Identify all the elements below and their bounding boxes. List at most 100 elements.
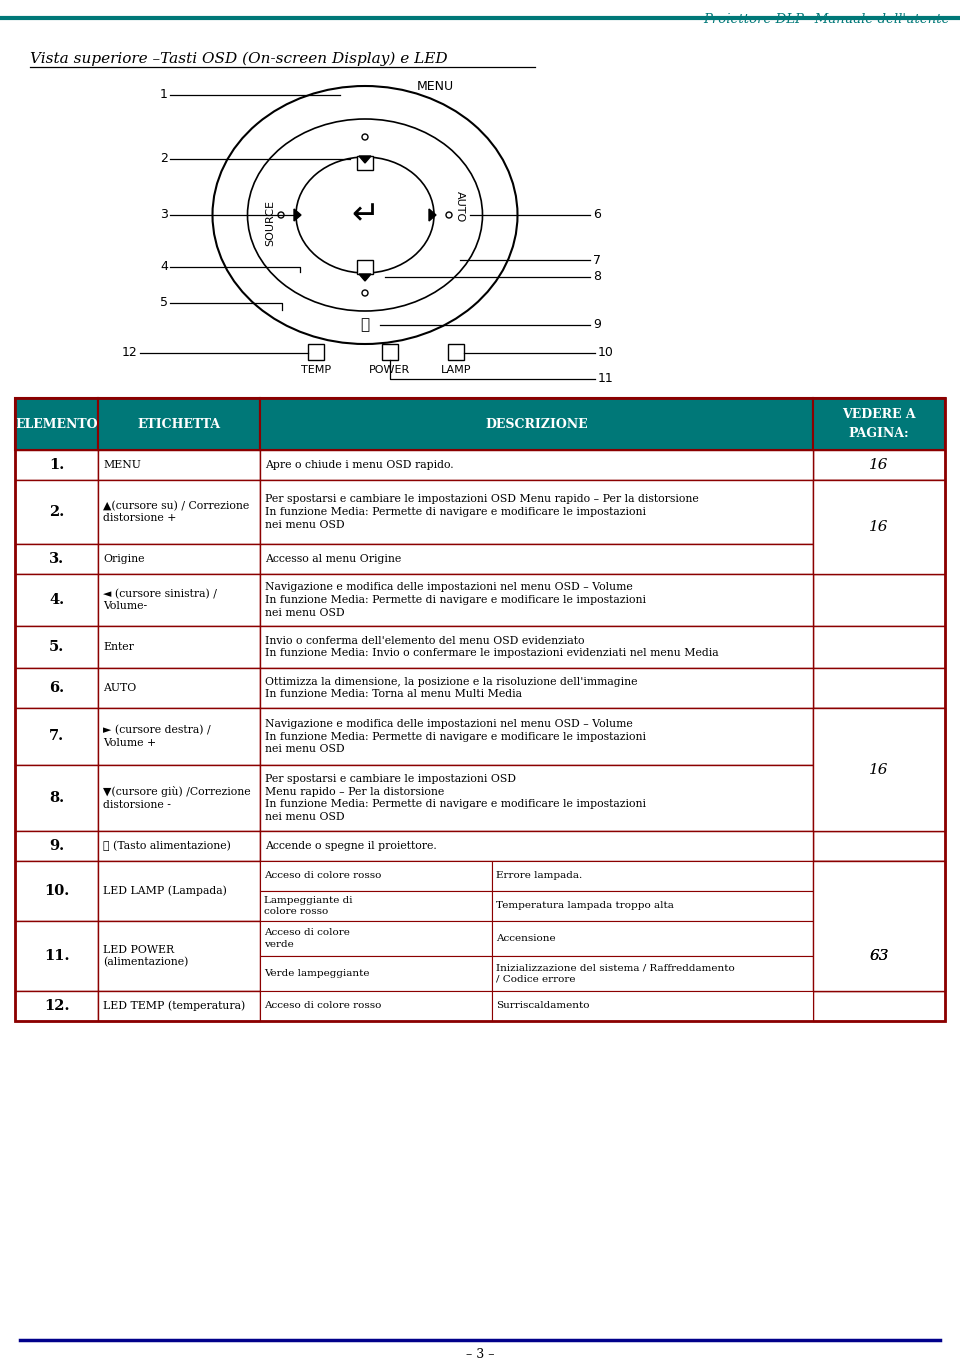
Bar [260,626,813,668]
Bar [308,343,324,360]
Text: 7: 7 [593,254,601,267]
Text: PAGINA:: PAGINA: [849,427,909,440]
Bar [813,398,945,450]
Bar [15,574,98,626]
Text: 3: 3 [160,209,168,222]
Text: 63: 63 [869,949,889,964]
Bar [813,480,945,544]
Text: 12: 12 [121,346,137,360]
Text: Invio o conferma dell'elemento del menu OSD evidenziato
In funzione Media: Invio: Invio o conferma dell'elemento del menu … [265,635,719,658]
Bar [98,831,260,861]
Text: ⏻ (Tasto alimentazione): ⏻ (Tasto alimentazione) [103,841,230,852]
Text: Ottimizza la dimensione, la posizione e la risoluzione dell'immagine
In funzione: Ottimizza la dimensione, la posizione e … [265,676,637,699]
Text: ► (cursore destra) /
Volume +: ► (cursore destra) / Volume + [103,725,210,748]
Text: Acceso di colore rosso: Acceso di colore rosso [264,1002,381,1010]
Bar [813,574,945,626]
Bar [492,891,813,921]
Bar [98,765,260,831]
Bar [98,861,260,921]
Text: Navigazione e modifica delle impostazioni nel menu OSD – Volume
In funzione Medi: Navigazione e modifica delle impostazion… [265,718,646,754]
Bar [98,480,260,544]
Text: 4: 4 [160,260,168,274]
Bar [382,343,398,360]
Bar [98,668,260,707]
Text: 9: 9 [593,319,601,331]
Text: Per spostarsi e cambiare le impostazioni OSD Menu rapido – Per la distorsione
In: Per spostarsi e cambiare le impostazioni… [265,495,699,530]
Bar [813,707,945,831]
Text: Temperatura lampada troppo alta: Temperatura lampada troppo alta [496,901,674,910]
Text: 7.: 7. [49,729,64,743]
Polygon shape [359,155,371,164]
Bar [260,398,813,450]
Text: Proiettore DLP –Manuale dell'utente: Proiettore DLP –Manuale dell'utente [704,14,950,26]
Bar [813,921,945,991]
Text: Enter: Enter [103,642,133,652]
Bar [15,765,98,831]
Text: Errore lampada.: Errore lampada. [496,871,583,880]
Bar [813,991,945,1021]
Text: 9.: 9. [49,840,64,853]
Text: 63: 63 [869,949,889,964]
Text: Acceso di colore
verde: Acceso di colore verde [264,928,349,949]
Text: Accensione: Accensione [496,934,556,943]
Polygon shape [429,209,436,221]
Text: MENU: MENU [103,459,141,470]
Text: POWER: POWER [370,365,411,375]
Bar [357,155,373,170]
Bar [260,891,492,921]
Bar [357,260,373,274]
Bar [260,955,492,991]
Text: 16: 16 [869,458,889,472]
Bar [813,626,945,668]
Text: SOURCE: SOURCE [265,200,275,245]
Text: TEMP: TEMP [300,365,331,375]
Text: Accende o spegne il proiettore.: Accende o spegne il proiettore. [265,841,437,851]
Bar [260,450,813,480]
Bar [813,765,945,831]
Text: ▼(cursore giù) /Correzione
distorsione -: ▼(cursore giù) /Correzione distorsione - [103,786,251,810]
Bar [813,544,945,574]
Text: 6: 6 [593,209,601,222]
Text: 16: 16 [869,521,889,534]
Text: AUTO: AUTO [103,683,136,692]
Bar [15,831,98,861]
Bar [98,707,260,765]
Bar [98,574,260,626]
Bar [813,450,945,480]
Bar [260,707,813,765]
Bar [15,450,98,480]
Text: DESCRIZIONE: DESCRIZIONE [485,417,588,431]
Bar [15,544,98,574]
Bar [492,921,813,955]
Text: LAMP: LAMP [441,365,471,375]
Text: LED POWER
(alimentazione): LED POWER (alimentazione) [103,945,188,968]
Bar [813,480,945,574]
Text: AUTO: AUTO [455,191,465,222]
Bar [15,991,98,1021]
Bar [15,707,98,765]
Text: Vista superiore –Tasti OSD (On-screen Display) e LED: Vista superiore –Tasti OSD (On-screen Di… [30,52,447,67]
Text: 5: 5 [160,297,168,309]
Bar [15,921,98,991]
Text: Inizializzazione del sistema / Raffreddamento
/ Codice errore: Inizializzazione del sistema / Raffredda… [496,964,734,984]
Text: 2: 2 [160,153,168,165]
Text: Origine: Origine [103,553,145,564]
Bar [813,861,945,921]
Text: 4.: 4. [49,593,64,607]
Bar [813,707,945,765]
Bar [492,861,813,891]
Bar [98,544,260,574]
Bar [448,343,464,360]
Text: 6.: 6. [49,682,64,695]
Text: ELEMENTO: ELEMENTO [15,417,98,431]
Bar [260,480,813,544]
Text: 12.: 12. [44,999,69,1013]
Text: LED LAMP (Lampada): LED LAMP (Lampada) [103,886,227,897]
Text: 10.: 10. [44,885,69,898]
Bar [15,398,98,450]
Text: ↵: ↵ [351,199,379,232]
Bar [15,861,98,921]
Text: Verde lampeggiante: Verde lampeggiante [264,969,370,979]
Text: Navigazione e modifica delle impostazioni nel menu OSD – Volume
In funzione Medi: Navigazione e modifica delle impostazion… [265,582,646,617]
Text: 16: 16 [869,762,889,777]
